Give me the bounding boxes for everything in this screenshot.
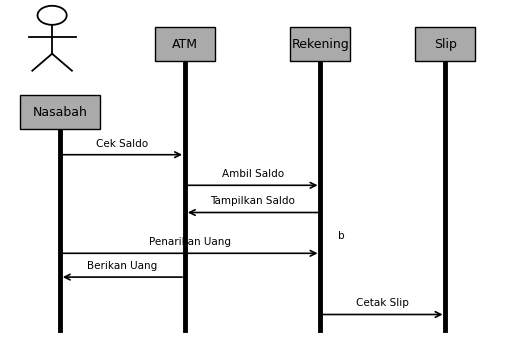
FancyBboxPatch shape <box>155 27 215 61</box>
Text: b: b <box>338 231 344 241</box>
Text: Nasabah: Nasabah <box>32 106 88 119</box>
Text: Slip: Slip <box>434 38 457 51</box>
Text: Cek Saldo: Cek Saldo <box>96 139 148 149</box>
Text: Penarikan Uang: Penarikan Uang <box>149 237 231 247</box>
Text: Rekening: Rekening <box>292 38 349 51</box>
FancyBboxPatch shape <box>416 27 475 61</box>
Text: ATM: ATM <box>172 38 198 51</box>
Text: Berikan Uang: Berikan Uang <box>88 261 157 271</box>
Text: Cetak Slip: Cetak Slip <box>356 299 410 308</box>
Text: Tampilkan Saldo: Tampilkan Saldo <box>210 197 295 206</box>
Text: Ambil Saldo: Ambil Saldo <box>221 169 284 179</box>
FancyBboxPatch shape <box>291 27 350 61</box>
FancyBboxPatch shape <box>20 95 100 129</box>
